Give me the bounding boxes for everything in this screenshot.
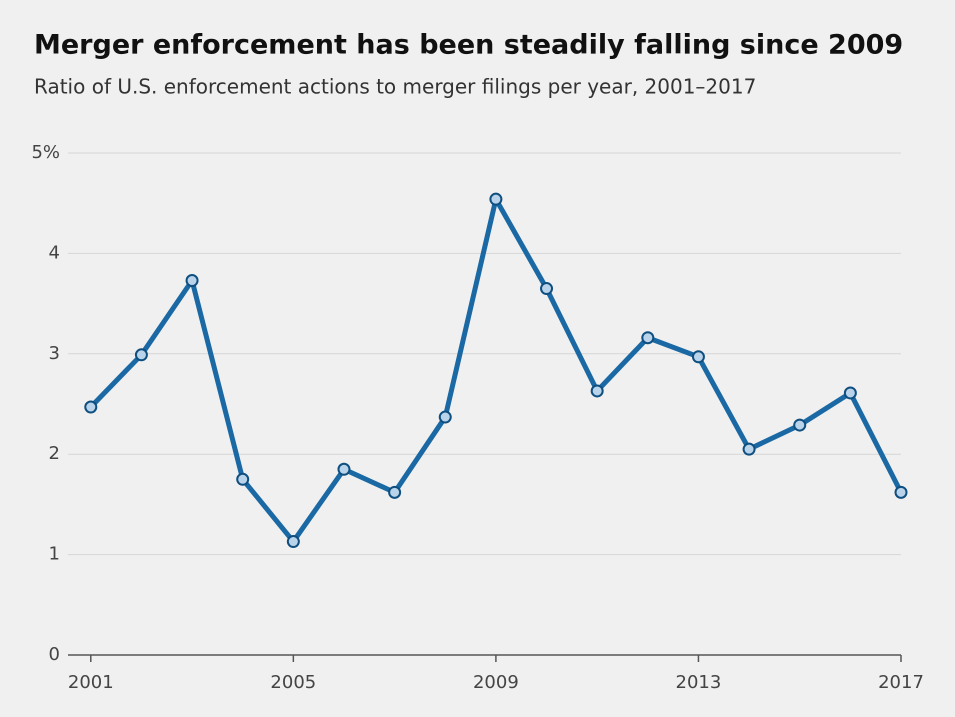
data-point (843, 386, 857, 400)
data-point (540, 282, 554, 296)
data-point (489, 192, 503, 206)
y-tick-label: 0 (49, 644, 60, 665)
x-tick-label: 2005 (270, 672, 316, 693)
y-tick-label: 3 (49, 343, 60, 364)
x-tick-label: 2013 (676, 672, 722, 693)
data-point (641, 331, 655, 345)
data-point (236, 472, 250, 486)
y-tick-label: 2 (49, 443, 60, 464)
data-point (742, 442, 756, 456)
chart-subtitle: Ratio of U.S. enforcement actions to mer… (34, 75, 756, 99)
x-tick-label: 2017 (878, 672, 924, 693)
data-point (438, 410, 452, 424)
data-point (337, 462, 351, 476)
y-tick-label: 5% (31, 142, 60, 163)
data-point (691, 350, 705, 364)
data-point (286, 535, 300, 549)
data-point (84, 400, 98, 414)
y-tick-label: 4 (49, 242, 60, 263)
data-point (894, 485, 908, 499)
data-point (590, 384, 604, 398)
chart-title: Merger enforcement has been steadily fal… (34, 30, 903, 61)
x-tick-label: 2001 (68, 672, 114, 693)
data-point (185, 274, 199, 288)
data-point (793, 418, 807, 432)
data-point (134, 348, 148, 362)
data-point (388, 485, 402, 499)
x-tick-label: 2009 (473, 672, 519, 693)
y-tick-label: 1 (49, 544, 60, 565)
